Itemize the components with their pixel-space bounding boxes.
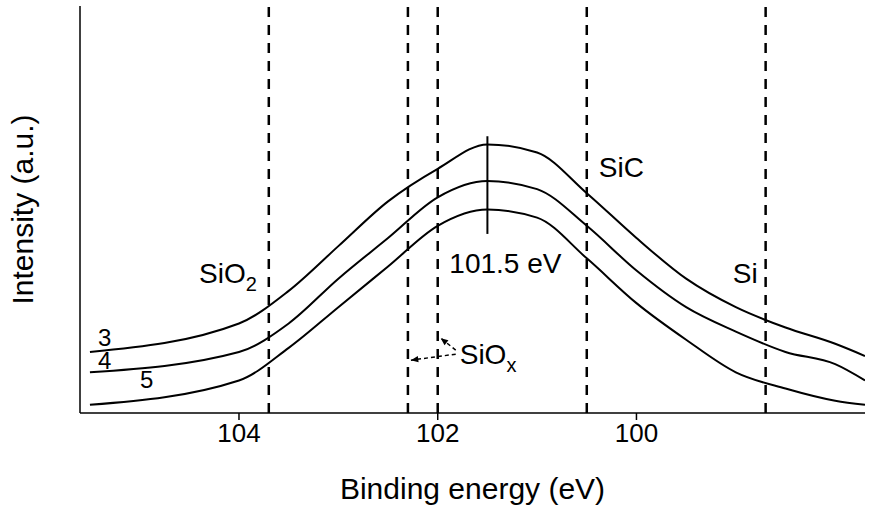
svg-text:SiO2: SiO2 [199, 258, 257, 295]
svg-text:101.5 eV: 101.5 eV [449, 248, 561, 279]
svg-text:104: 104 [217, 418, 260, 448]
svg-text:4: 4 [98, 347, 111, 374]
svg-text:SiC: SiC [599, 152, 644, 183]
svg-text:Intensity (a.u.): Intensity (a.u.) [6, 114, 39, 304]
svg-text:Si: Si [733, 258, 758, 289]
svg-text:Binding energy (eV): Binding energy (eV) [340, 472, 605, 505]
svg-text:5: 5 [140, 366, 153, 393]
svg-text:102: 102 [416, 418, 459, 448]
svg-text:100: 100 [615, 418, 658, 448]
svg-text:3: 3 [97, 324, 112, 351]
svg-text:SiOx: SiOx [460, 339, 517, 376]
